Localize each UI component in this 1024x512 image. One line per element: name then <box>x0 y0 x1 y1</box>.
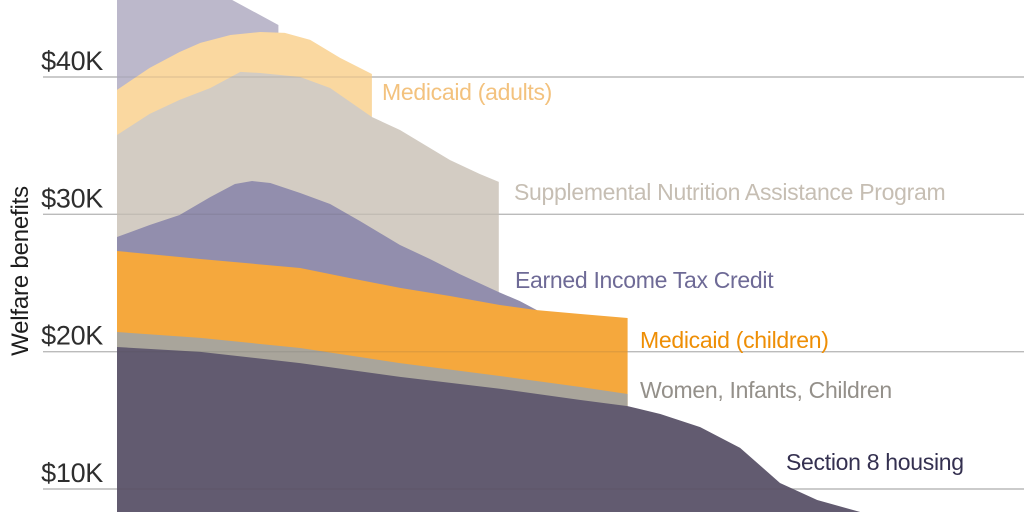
area-label-medicaid-children: Medicaid (children) <box>640 327 829 353</box>
area-label-snap: Supplemental Nutrition Assistance Progra… <box>514 179 946 205</box>
area-label-section8: Section 8 housing <box>786 449 964 475</box>
y-tick-label-10k: $10K <box>41 458 103 488</box>
area-label-medicaid-adults: Medicaid (adults) <box>382 79 553 105</box>
y-tick-label-40k: $40K <box>41 46 103 76</box>
area-label-eitc: Earned Income Tax Credit <box>515 267 774 293</box>
y-tick-label-20k: $20K <box>41 321 103 351</box>
y-tick-label-30k: $30K <box>41 183 103 213</box>
area-section8 <box>117 347 861 512</box>
y-axis-title: Welfare benefits <box>7 186 34 356</box>
area-label-wic: Women, Infants, Children <box>640 377 892 403</box>
